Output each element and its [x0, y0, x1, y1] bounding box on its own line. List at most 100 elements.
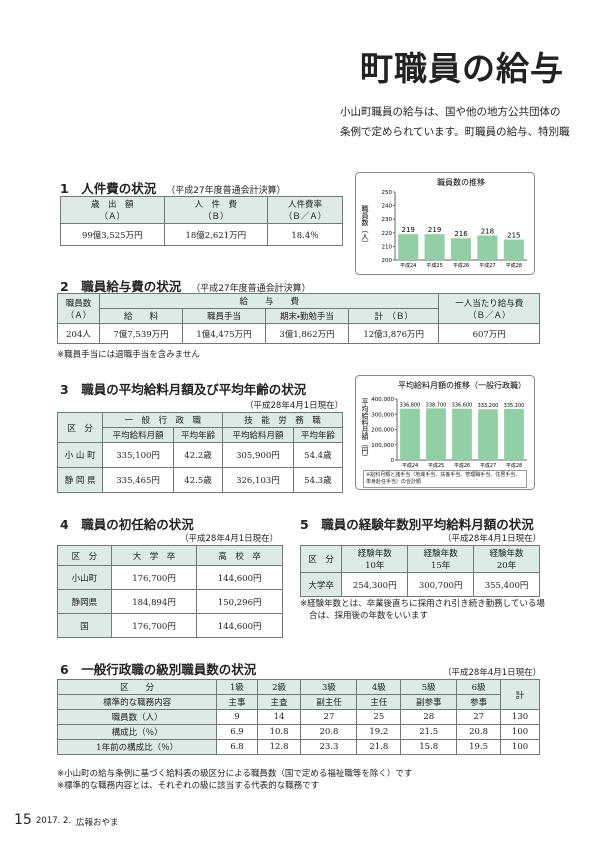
data-label: 219	[428, 226, 441, 234]
y-tick-label: 200	[382, 258, 393, 264]
text: （平成27年度普通会計決算）	[166, 186, 286, 196]
table-cell: 3億1,862万円	[265, 323, 349, 344]
text: （Ｂ）	[203, 212, 229, 222]
y-tick-label: 400,000	[371, 397, 394, 403]
table-cell: 100	[500, 739, 540, 755]
date-note: （平成28年4月1日現在）	[245, 401, 344, 411]
table-cell: 130	[500, 709, 540, 725]
table-cell: 18.4％	[267, 223, 343, 246]
date-note: （平成28年4月1日現在）	[180, 534, 279, 544]
bar	[503, 239, 524, 260]
table-body: 区 分大 学 卒高 校 卒 小山町 176,700円 144,600円 静岡県 184…	[57, 545, 283, 638]
table-header-cell: 1級	[216, 679, 258, 695]
table-cell: 176,700円	[110, 565, 198, 590]
date-note: （平成28年4月1日現在）	[443, 534, 542, 544]
x-tick-label: 平成27	[480, 462, 496, 469]
table-cell: 21.8	[356, 739, 402, 755]
table-cell: 100	[500, 724, 540, 740]
table-header-cell: 区 分	[299, 545, 343, 573]
table-header-cell: 区 分	[57, 545, 112, 566]
table-row: 静岡県 184,894円 150,296円	[57, 589, 283, 614]
table-row: 給 料職員手当 期末・勤勉手当計 （Ｂ）	[58, 308, 540, 324]
chart-note-text: ※給料月額と諸手当（地域手当、扶養手当、管理職手当、住居手当、単身赴任手当）の合…	[363, 470, 527, 488]
y-tick-label: 240	[382, 204, 393, 210]
data-label: 218	[481, 228, 494, 236]
table-header-cell: 平均給料月額	[222, 427, 294, 443]
table-cell: 355,400円	[473, 572, 540, 597]
table-cell: 305,900円	[222, 442, 294, 468]
table-cell: 28	[400, 709, 458, 725]
text: 歳 出 額	[91, 200, 134, 210]
text-block: 条例で定められています。町職員の給与、特別職	[340, 126, 570, 138]
data-label: 336,600	[452, 403, 473, 409]
table-cell: 6.8	[216, 739, 258, 755]
text: 経験年数	[357, 549, 392, 559]
table-header-cell: 主査	[256, 694, 302, 710]
bar	[398, 234, 419, 260]
date-note: （平成28年4月1日現在）	[443, 668, 542, 678]
table-row: 区 分一 般 行 政 職技 能 労 務 職	[56, 412, 343, 443]
y-axis-label: 平均給料月額（円）	[361, 398, 369, 461]
table-cell: 204人	[56, 323, 101, 344]
y-tick-label: 100,000	[371, 443, 394, 449]
chart-note: ※給料月額と諸手当（地域手当、扶養手当、管理職手当、住居手当、単身赴任手当）の合…	[363, 470, 527, 488]
table-row: 区 分 経験年数 10年 経験年数 15年 経験年数 20年	[299, 545, 540, 573]
data-label: 219	[402, 226, 415, 234]
table-row: 1年前の構成比（％） 6.8 12.8 23.3 21.8 15.8 19.5 100	[56, 739, 540, 755]
data-label: 335,100	[504, 403, 525, 409]
table-header-cell: 4級	[356, 679, 402, 695]
table-row: 区 分大 学 卒高 校 卒	[57, 545, 283, 566]
table-row: 99億3,525万円 18億2,621万円 18.4％	[60, 223, 343, 246]
table-header-cell: 歳 出 額 （Ａ）	[60, 196, 165, 224]
y-tick-label: 210	[382, 244, 393, 250]
text: （Ｂ／Ａ）	[467, 310, 511, 321]
table-header-cell: 職員数 （Ａ）	[56, 293, 101, 324]
table-body: 職員数 （Ａ）給 与 費一人当たり給与費 （Ｂ／Ａ） 給 料職員手当 期末・勤勉手当計…	[56, 293, 540, 344]
section-heading: 6 一般行政職の級別職員数の状況	[60, 662, 257, 677]
table-cell: 9	[216, 709, 258, 725]
table-cell: 15.8	[400, 739, 458, 755]
chart: 平均給料月額の推移（一般行政職） 平均給料月額（円） 0 100,000 200,000…	[355, 375, 535, 490]
x-tick-label: 平成24	[402, 462, 418, 469]
publication-name: 広報おやま	[76, 818, 119, 828]
y-tick-label: 0	[391, 458, 395, 464]
bar	[477, 235, 498, 260]
table-header-cell: 平均年齢	[292, 427, 344, 443]
table-cell: 20.8	[456, 724, 502, 740]
bar	[400, 408, 420, 460]
table-body: 区 分一 般 行 政 職技 能 労 務 職 平均給料月額 平均年齢 平均給料月額 平均…	[56, 412, 344, 493]
x-tick-label: 平成24	[400, 262, 416, 269]
section-heading: 1 人件費の状況 （平成27年度普通会計決算）	[60, 178, 286, 197]
table-row: 小山町 176,700円 144,600円	[57, 565, 283, 590]
table-cell: 14	[256, 709, 302, 725]
footnote: ※標準的な職務内容とは、それぞれの級に該当する代表的な職務です	[57, 781, 320, 791]
text: （Ｂ／Ａ）	[283, 212, 327, 222]
table-header-cell: 主事	[216, 694, 258, 710]
table-cell: 10.8	[256, 724, 302, 740]
table: 歳 出 額 （Ａ） 人 件 費 （Ｂ） 人件費率 （Ｂ／Ａ） 99億3,525万円 18億2…	[60, 196, 343, 246]
table-cell: 144,600円	[196, 565, 283, 590]
table-cell: 150,296円	[196, 589, 283, 614]
table-cell: 335,465円	[102, 467, 174, 493]
text: 10年	[365, 561, 385, 571]
x-tick-label: 平成28	[506, 262, 522, 269]
table-cell: 国	[57, 613, 112, 638]
bar	[452, 408, 472, 460]
table-body: 職員数（人） 9 14 27 25 28 27 130 構成比（％） 6.9 10.8 20.8 19.…	[56, 709, 540, 755]
table-header-cell: 期末・勤勉手当	[265, 308, 349, 324]
table-header-cell: 高 校 卒	[196, 545, 283, 566]
y-tick-label: 200,000	[371, 428, 394, 434]
table: 職員数 （Ａ）給 与 費一人当たり給与費 （Ｂ／Ａ） 給 料職員手当 期末・勤勉手当計…	[56, 293, 540, 344]
table-row: 構成比（％） 6.9 10.8 20.8 19.2 21.5 20.8 100	[56, 724, 540, 740]
y-tick-label: 250	[382, 190, 393, 196]
section-heading: 2 職員給与費の状況 （平成27年度普通会計決算）	[60, 276, 311, 295]
text: 15年	[430, 561, 451, 571]
table-header-cell: 3級	[300, 679, 358, 695]
table-header-cell: 副主任	[300, 694, 358, 710]
table-header-cell: 平均給料月額	[102, 427, 174, 443]
table-cell: 99億3,525万円	[60, 223, 165, 246]
table-header-cell: 計	[500, 679, 540, 710]
table: 区 分 経験年数 10年 経験年数 15年 経験年数 20年 大学卒 254,300円 300,…	[299, 545, 540, 597]
